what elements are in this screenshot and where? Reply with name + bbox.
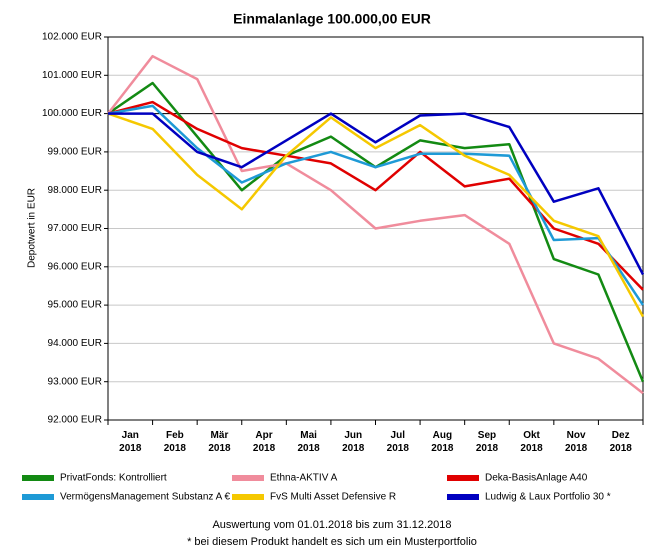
x-tick-label: Jun 2018 [342,430,365,454]
x-tick-label: Nov 2018 [565,430,588,454]
legend-swatch [232,494,264,500]
x-tick-label: Okt 2018 [520,430,543,454]
x-tick-label: Apr 2018 [252,430,276,454]
legend-swatch [22,475,54,481]
y-tick-label: 92.000 EUR [48,415,102,426]
x-tick-label: Sep 2018 [475,430,499,454]
y-tick-label: 95.000 EUR [48,300,102,311]
series-line [107,112,645,318]
x-tick-label: Jan 2018 [119,430,142,454]
y-tick-label: 96.000 EUR [48,261,102,272]
y-tick-label: 94.000 EUR [48,338,102,349]
legend-swatch [22,494,54,500]
x-tick-label: Mär 2018 [208,430,231,454]
y-tick-label: 100.000 EUR [42,108,102,119]
x-tick-label: Mai 2018 [297,430,320,454]
y-tick-label: 99.000 EUR [48,147,102,158]
legend-label: FvS Multi Asset Defensive R [270,492,396,503]
legend-label: VermögensManagement Substanz A € [60,492,231,503]
footnote: Auswertung vom 01.01.2018 bis zum 31.12.… [212,519,451,531]
x-tick-label: Jul 2018 [386,430,409,454]
series-line [107,104,645,306]
series-line [107,100,644,291]
legend-swatch [447,494,479,500]
series-line [107,54,644,395]
chart-title: Einmalanlage 100.000,00 EUR [233,11,431,27]
x-tick-label: Dez 2018 [609,430,632,454]
series-line [108,112,645,276]
y-tick-label: 98.000 EUR [48,185,102,196]
y-axis-label: Depotwert in EUR [27,188,38,268]
legend-label: Deka-BasisAnlage A40 [485,473,588,484]
legend-swatch [232,475,264,481]
legend-swatch [447,475,479,481]
x-tick-label: Aug 2018 [431,430,454,454]
legend-label: Ethna-AKTIV A [270,473,338,484]
y-tick-label: 102.000 EUR [42,32,102,43]
y-tick-label: 97.000 EUR [48,223,102,234]
y-tick-label: 93.000 EUR [48,376,102,387]
footnote: * bei diesem Produkt handelt es sich um … [187,536,477,548]
legend-label: PrivatFonds: Kontrolliert [60,473,167,484]
y-tick-label: 101.000 EUR [42,70,102,81]
legend-label: Ludwig & Laux Portfolio 30 * [485,492,611,503]
x-tick-label: Feb 2018 [163,430,186,454]
